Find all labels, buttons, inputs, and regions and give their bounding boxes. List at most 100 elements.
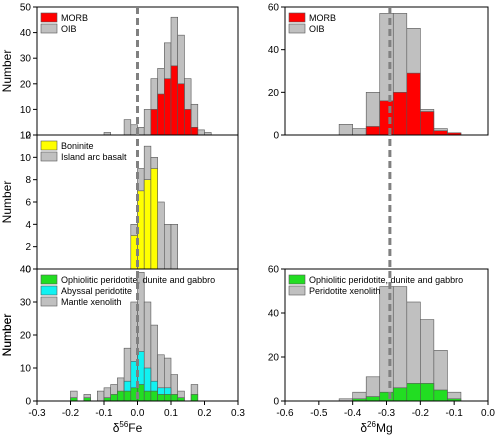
bar: [117, 390, 125, 402]
bar: [406, 383, 421, 402]
bar: [97, 390, 105, 402]
bar: [150, 109, 158, 136]
legend-label: Ophiolitic peridotite, dunite and gabbro: [309, 275, 463, 285]
legend-label: OIB: [61, 24, 77, 34]
y-tick-label: 12: [20, 131, 32, 142]
series-gray: [338, 286, 462, 402]
bar: [177, 83, 185, 136]
legend-label: Island arc basalt: [61, 152, 127, 162]
bar: [420, 383, 435, 402]
bar: [150, 390, 158, 402]
x-tick-label: -0.3: [378, 408, 396, 419]
bar: [164, 78, 172, 136]
bar: [433, 130, 448, 136]
legend-label: Peridotite xenolith: [309, 286, 381, 296]
x-tick-label: -0.4: [344, 408, 362, 419]
legend-swatch: [288, 23, 306, 34]
x-axis-label-main: δ: [360, 421, 367, 435]
x-tick-label: 0.0: [481, 408, 495, 419]
legend-swatch: [40, 151, 58, 162]
y-tick-label: 20: [268, 88, 280, 99]
y-tick-label: 0: [273, 131, 279, 142]
y-tick-label: 40: [268, 309, 280, 320]
legend-swatch: [288, 285, 306, 296]
bar: [197, 129, 205, 136]
bar: [190, 394, 199, 402]
y-tick-label: 40: [268, 45, 280, 56]
y-tick-label: 10: [20, 153, 32, 164]
y-tick-label: 8: [25, 175, 31, 186]
bar: [170, 394, 178, 402]
bar: [406, 72, 421, 136]
bar: [433, 389, 448, 402]
bar: [164, 224, 172, 270]
y-axis-label: Number: [0, 181, 14, 224]
legend-label: MORB: [309, 13, 336, 23]
bar: [365, 396, 381, 402]
bar: [157, 93, 165, 136]
legend-swatch: [40, 285, 58, 296]
x-tick-label: 0.2: [198, 408, 212, 419]
x-axis-label-sup: 26: [367, 420, 376, 429]
bar: [143, 179, 152, 270]
bar: [157, 394, 165, 402]
x-tick-label: -0.6: [276, 408, 294, 419]
y-tick-label: 40: [20, 265, 32, 276]
x-tick-label: -0.5: [310, 408, 328, 419]
y-tick-label: 30: [20, 298, 32, 309]
y-axis-label: Number: [0, 50, 14, 93]
x-axis-label-main: δ: [113, 421, 120, 435]
y-tick-label: 0: [273, 397, 279, 408]
y-tick-label: 0: [25, 265, 31, 276]
bar: [143, 109, 152, 136]
bar: [338, 124, 353, 136]
bar: [150, 168, 158, 270]
legend-swatch: [288, 274, 306, 285]
y-tick-label: 50: [20, 3, 32, 14]
x-tick-label: 0.1: [164, 408, 178, 419]
x-axis-label-end: Mg: [376, 421, 393, 435]
legend-label: OIB: [309, 24, 325, 34]
x-tick-label: -0.2: [412, 408, 430, 419]
legend: Ophiolitic peridotite, dunite and gabbro…: [288, 274, 463, 296]
bar: [170, 224, 178, 270]
x-tick-label: -0.1: [95, 408, 113, 419]
legend-swatch: [288, 12, 306, 23]
bar: [392, 92, 408, 136]
y-tick-label: 30: [20, 54, 32, 65]
y-axis: 0 10 20 30 40 50: [20, 3, 37, 142]
bar: [123, 119, 132, 136]
y-tick-label: 0: [25, 397, 31, 408]
y-tick-label: 10: [20, 105, 32, 116]
y-tick-label: 20: [20, 331, 32, 342]
bar: [352, 128, 367, 136]
legend-label: Boninite: [61, 141, 94, 151]
x-axis: -0.3 -0.2 -0.1 0.0 0.1 0.2 0.3 δ56Fe: [28, 401, 245, 435]
y-tick-label: 10: [20, 364, 32, 375]
x-tick-label: 0.0: [131, 408, 145, 419]
bar: [365, 126, 381, 136]
y-axis: 0 20 40 60: [268, 265, 285, 408]
legend-swatch: [40, 23, 58, 34]
y-tick-label: 20: [268, 353, 280, 364]
bar: [190, 127, 199, 136]
y-tick-label: 20: [20, 79, 32, 90]
bar: [110, 394, 118, 402]
legend-swatch: [40, 12, 58, 23]
legend-swatch: [40, 140, 58, 151]
y-axis: 0 10 20 30 40: [20, 265, 37, 408]
y-tick-label: 40: [20, 28, 32, 39]
x-tick-label: -0.2: [62, 408, 80, 419]
x-tick-label: -0.3: [28, 408, 46, 419]
bar: [123, 390, 132, 402]
plot-frame: [284, 6, 489, 136]
y-tick-label: 60: [268, 3, 280, 14]
x-tick-label: 0.3: [231, 408, 245, 419]
x-axis-label-end: Fe: [128, 421, 142, 435]
x-axis: -0.6 -0.5 -0.4 -0.3 -0.2 -0.1 0.0 δ26Mg: [276, 401, 495, 435]
